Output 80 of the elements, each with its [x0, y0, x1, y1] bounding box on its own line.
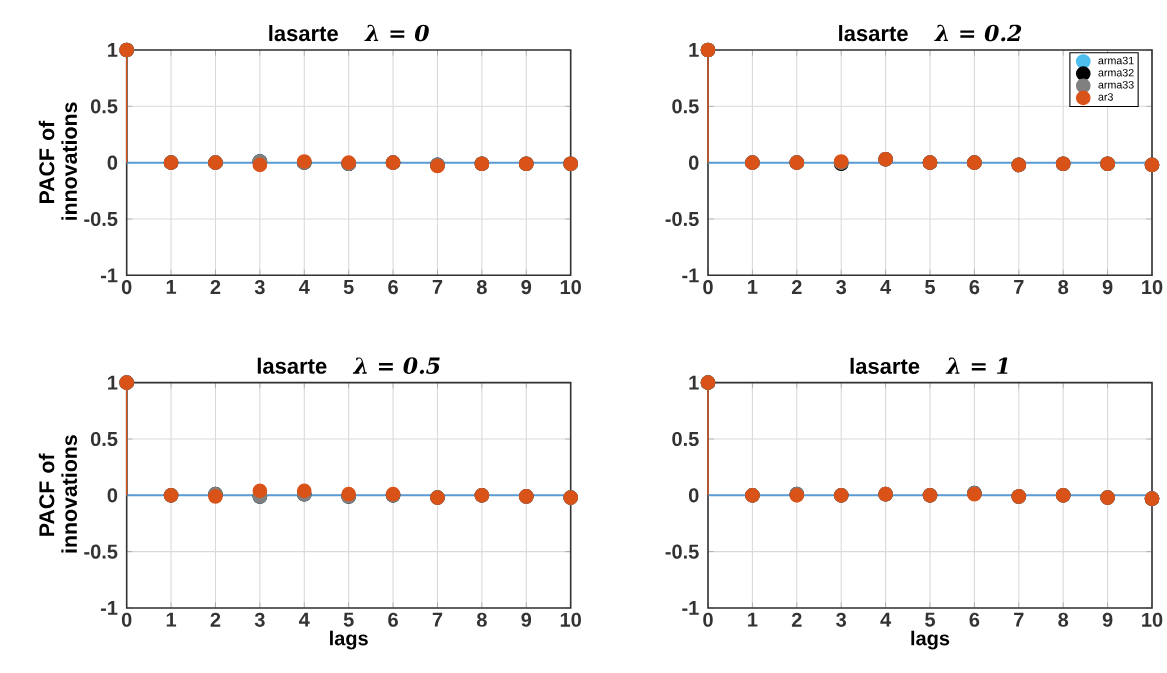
- chart-title: lasarte: [850, 357, 920, 374]
- x-tick-label: 3: [836, 612, 847, 627]
- x-tick-label: 10: [560, 612, 581, 627]
- x-tick-label: 0: [121, 612, 132, 627]
- x-tick-label: 4: [299, 280, 310, 294]
- x-tick-label: 1: [748, 612, 758, 627]
- y-tick-label: 0: [688, 155, 699, 170]
- chart-title: lasarte: [269, 25, 338, 42]
- y-tick-label: 0.5: [90, 431, 118, 447]
- y-tick-label: -1: [100, 268, 118, 283]
- x-tick-label: 2: [210, 612, 221, 627]
- x-tick-label: 9: [1102, 280, 1113, 295]
- y-tick-label: 1: [689, 375, 699, 390]
- chart-title: lasarte: [257, 357, 327, 374]
- x-axis-title: lags: [330, 630, 368, 650]
- x-tick-label: 1: [748, 280, 758, 294]
- y-tick-label: 0: [688, 488, 699, 503]
- legend-label: arma31: [1098, 56, 1134, 65]
- chart-subtitle: λ = 1: [945, 357, 1008, 374]
- x-tick-label: 3: [254, 280, 265, 295]
- y-tick-label: -1: [682, 601, 699, 615]
- y-tick-label: 1: [689, 43, 699, 57]
- x-tick-label: 8: [1058, 280, 1069, 295]
- y-tick-label: 0.5: [672, 99, 699, 114]
- y-tick-label: 1: [108, 375, 118, 390]
- x-tick-label: 8: [476, 280, 487, 295]
- x-tick-label: 4: [880, 612, 892, 627]
- y-tick-label: 0.5: [90, 99, 118, 114]
- x-tick-label: 5: [343, 612, 354, 627]
- x-tick-label: 6: [388, 280, 398, 295]
- y-tick-label: -0.5: [84, 211, 118, 227]
- x-tick-label: 5: [925, 280, 935, 294]
- x-tick-label: 0: [703, 612, 713, 627]
- x-tick-label: 9: [1102, 612, 1113, 627]
- x-tick-label: 3: [254, 612, 265, 627]
- y-tick-label: -0.5: [665, 211, 699, 227]
- x-tick-label: 1: [166, 280, 177, 294]
- chart-title: lasarte: [839, 25, 908, 42]
- x-tick-label: 10: [1142, 612, 1163, 627]
- x-tick-label: 0: [703, 280, 713, 295]
- x-tick-label: 6: [388, 612, 398, 627]
- y-tick-label: -1: [100, 601, 118, 615]
- chart-subtitle: λ = 0.2: [934, 24, 1022, 42]
- chart-subtitle: λ = 0: [364, 24, 429, 42]
- x-axis-title: lags: [911, 630, 950, 650]
- y-tick-label: -1: [682, 268, 699, 283]
- x-tick-label: 6: [969, 280, 980, 295]
- x-tick-label: 9: [521, 280, 532, 295]
- y-tick-label: 0: [107, 488, 118, 503]
- legend-label: arma32: [1098, 68, 1134, 77]
- x-tick-label: 5: [925, 612, 935, 627]
- x-tick-label: 2: [210, 280, 221, 294]
- x-tick-label: 2: [791, 280, 802, 294]
- x-tick-label: 1: [166, 612, 177, 627]
- y-tick-label: 0: [107, 155, 118, 170]
- x-tick-label: 5: [343, 280, 354, 294]
- x-tick-label: 4: [299, 612, 310, 627]
- legend-label: arma33: [1098, 81, 1134, 89]
- y-axis-title: PACF of innovations: [38, 435, 78, 553]
- x-tick-label: 8: [476, 612, 487, 627]
- x-tick-label: 7: [1014, 612, 1024, 627]
- x-tick-label: 3: [836, 280, 847, 295]
- y-tick-label: -0.5: [665, 544, 699, 559]
- y-tick-label: 1: [108, 43, 118, 57]
- chart-subtitle: λ = 0.5: [352, 357, 440, 374]
- x-tick-label: 10: [1142, 280, 1163, 295]
- x-tick-label: 10: [560, 280, 581, 295]
- x-tick-label: 9: [521, 612, 532, 627]
- x-tick-label: 8: [1058, 612, 1069, 627]
- y-axis-title: PACF of innovations: [38, 102, 78, 220]
- y-tick-label: 0.5: [672, 431, 699, 447]
- x-tick-label: 2: [791, 612, 802, 627]
- x-tick-label: 0: [121, 280, 132, 295]
- y-tick-label: -0.5: [84, 544, 118, 559]
- x-tick-label: 4: [880, 280, 892, 294]
- x-tick-label: 7: [432, 280, 443, 294]
- x-tick-label: 6: [969, 612, 980, 627]
- x-tick-label: 7: [1014, 280, 1024, 294]
- x-tick-label: 7: [432, 612, 443, 627]
- legend-label: ar3: [1098, 93, 1113, 101]
